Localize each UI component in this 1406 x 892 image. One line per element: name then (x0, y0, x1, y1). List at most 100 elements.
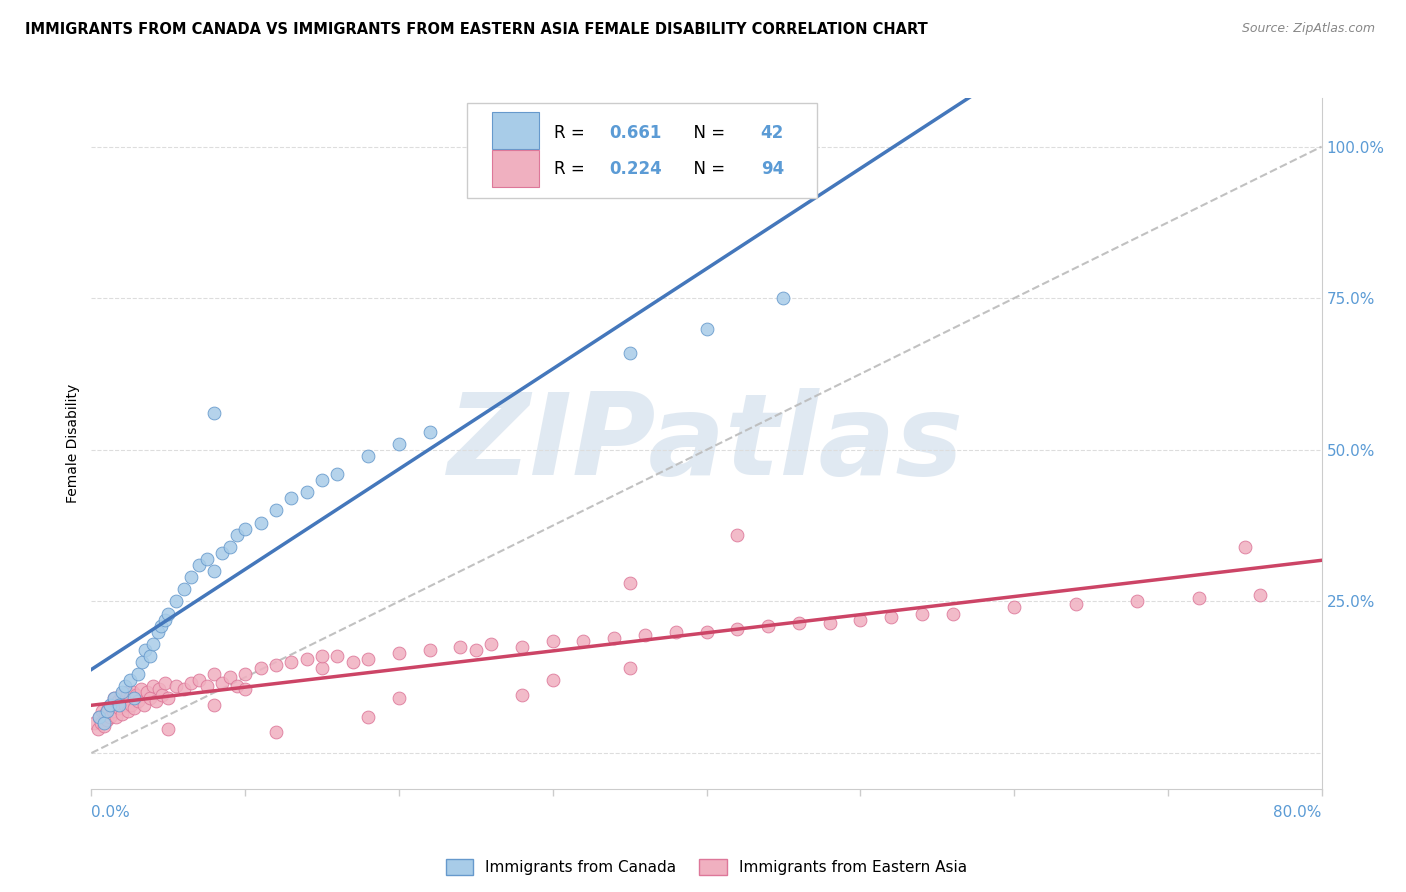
Text: ZIPatlas: ZIPatlas (449, 388, 965, 500)
Point (165, 679, 187, 693)
Point (112, 694, 135, 708)
Text: Source: ZipAtlas.com: Source: ZipAtlas.com (1241, 22, 1375, 36)
Point (202, 564, 225, 578)
Point (233, 522, 256, 536)
Point (479, 637, 502, 651)
Point (87, 709, 110, 723)
Point (202, 698, 225, 712)
Point (173, 682, 195, 697)
Point (91, 704, 114, 718)
Point (111, 685, 134, 699)
Point (153, 613, 177, 627)
Point (107, 694, 129, 708)
Point (125, 689, 148, 703)
Point (218, 670, 240, 684)
Point (1249, 588, 1271, 602)
Point (665, 624, 688, 639)
Point (93, 719, 115, 733)
Point (572, 633, 595, 648)
Point (449, 640, 471, 654)
Point (787, 615, 810, 630)
Point (388, 691, 411, 706)
Point (108, 698, 131, 712)
Point (233, 667, 256, 681)
Point (134, 643, 156, 657)
Point (98, 698, 121, 712)
Text: 0.661: 0.661 (609, 124, 662, 142)
Point (111, 706, 134, 721)
Point (118, 691, 141, 706)
Point (127, 667, 149, 681)
Point (725, 527, 748, 541)
Point (135, 685, 157, 699)
Point (280, 655, 302, 669)
Point (264, 503, 287, 517)
Point (157, 607, 180, 621)
FancyBboxPatch shape (492, 112, 538, 150)
Point (249, 516, 271, 530)
Point (157, 722, 180, 736)
Point (772, 291, 794, 305)
Point (195, 552, 218, 566)
Point (541, 633, 564, 648)
Point (311, 648, 333, 663)
Point (153, 676, 177, 690)
FancyBboxPatch shape (492, 150, 538, 187)
Point (634, 628, 657, 642)
Point (101, 704, 124, 718)
Text: IMMIGRANTS FROM CANADA VS IMMIGRANTS FROM EASTERN ASIA FEMALE DISABILITY CORRELA: IMMIGRANTS FROM CANADA VS IMMIGRANTS FRO… (25, 22, 928, 37)
Point (94, 706, 117, 721)
Point (696, 321, 718, 335)
Point (96, 704, 118, 718)
Point (117, 704, 139, 718)
Point (218, 540, 240, 554)
Point (110, 689, 132, 703)
Text: 0.224: 0.224 (609, 160, 662, 178)
Point (942, 607, 965, 621)
Point (150, 689, 173, 703)
Point (1233, 540, 1256, 554)
Y-axis label: Female Disability: Female Disability (66, 384, 80, 503)
Point (818, 615, 841, 630)
Point (165, 594, 187, 608)
Point (619, 576, 641, 591)
Point (90, 715, 112, 730)
Point (342, 655, 364, 669)
Point (115, 685, 138, 699)
Point (326, 467, 349, 481)
Point (142, 637, 165, 651)
Point (1064, 598, 1087, 612)
Point (139, 648, 162, 663)
Point (131, 655, 153, 669)
Point (295, 485, 318, 500)
Legend: Immigrants from Canada, Immigrants from Eastern Asia: Immigrants from Canada, Immigrants from … (446, 859, 967, 875)
Text: 80.0%: 80.0% (1274, 805, 1322, 820)
Text: R =: R = (554, 124, 591, 142)
Point (118, 673, 141, 688)
Point (388, 437, 411, 451)
Point (188, 673, 211, 688)
Point (510, 640, 533, 654)
Point (510, 689, 533, 703)
Point (233, 682, 256, 697)
Point (142, 679, 165, 693)
Point (226, 527, 249, 541)
Point (541, 673, 564, 688)
Text: 0.0%: 0.0% (91, 805, 131, 820)
Point (725, 622, 748, 636)
Point (132, 698, 155, 712)
Point (157, 691, 180, 706)
Point (97, 700, 120, 714)
Point (419, 425, 441, 439)
Point (96, 713, 118, 727)
Point (357, 709, 380, 723)
Point (357, 449, 380, 463)
Point (264, 658, 287, 673)
Point (124, 700, 146, 714)
Text: R =: R = (554, 160, 591, 178)
Point (120, 698, 142, 712)
FancyBboxPatch shape (467, 103, 817, 198)
Point (146, 624, 169, 639)
Point (419, 643, 441, 657)
Point (1002, 600, 1025, 615)
